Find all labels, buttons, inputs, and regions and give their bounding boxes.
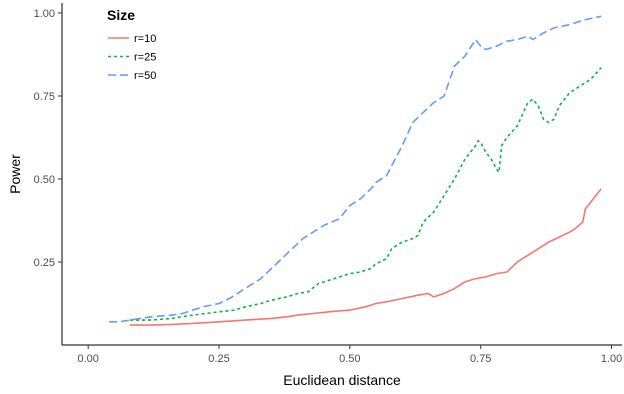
legend-label-2: r=25 xyxy=(134,52,156,64)
y-tick-label: 1.00 xyxy=(34,8,55,20)
legend-items: r=10 r=25 r=50 xyxy=(108,33,156,82)
y-ticks: 0.25 0.50 0.75 1.00 xyxy=(34,8,62,269)
plot-area xyxy=(109,15,602,326)
legend-label-1: r=10 xyxy=(134,33,156,45)
axes: 0.00 0.25 0.50 0.75 1.00 0.25 0.50 0.75 1.00 xyxy=(34,3,622,365)
y-tick-label: 0.75 xyxy=(34,91,55,103)
x-axis-title: Euclidean distance xyxy=(283,372,401,388)
series-line-2 xyxy=(130,67,602,321)
x-tick-label: 0.50 xyxy=(339,353,360,365)
x-tick-label: 0.00 xyxy=(77,353,98,365)
x-ticks: 0.00 0.25 0.50 0.75 1.00 xyxy=(77,345,622,365)
x-tick-label: 0.25 xyxy=(208,353,229,365)
legend-title: Size xyxy=(107,7,135,23)
series-line-1 xyxy=(130,188,602,326)
y-tick-label: 0.50 xyxy=(34,174,55,186)
x-tick-label: 0.75 xyxy=(470,353,491,365)
series-line-3 xyxy=(109,15,602,323)
legend: Size r=10 r=25 r=50 xyxy=(107,7,156,82)
legend-label-3: r=50 xyxy=(134,70,156,82)
y-axis-title: Power xyxy=(7,154,23,194)
x-tick-label: 1.00 xyxy=(601,353,622,365)
y-tick-label: 0.25 xyxy=(34,257,55,269)
